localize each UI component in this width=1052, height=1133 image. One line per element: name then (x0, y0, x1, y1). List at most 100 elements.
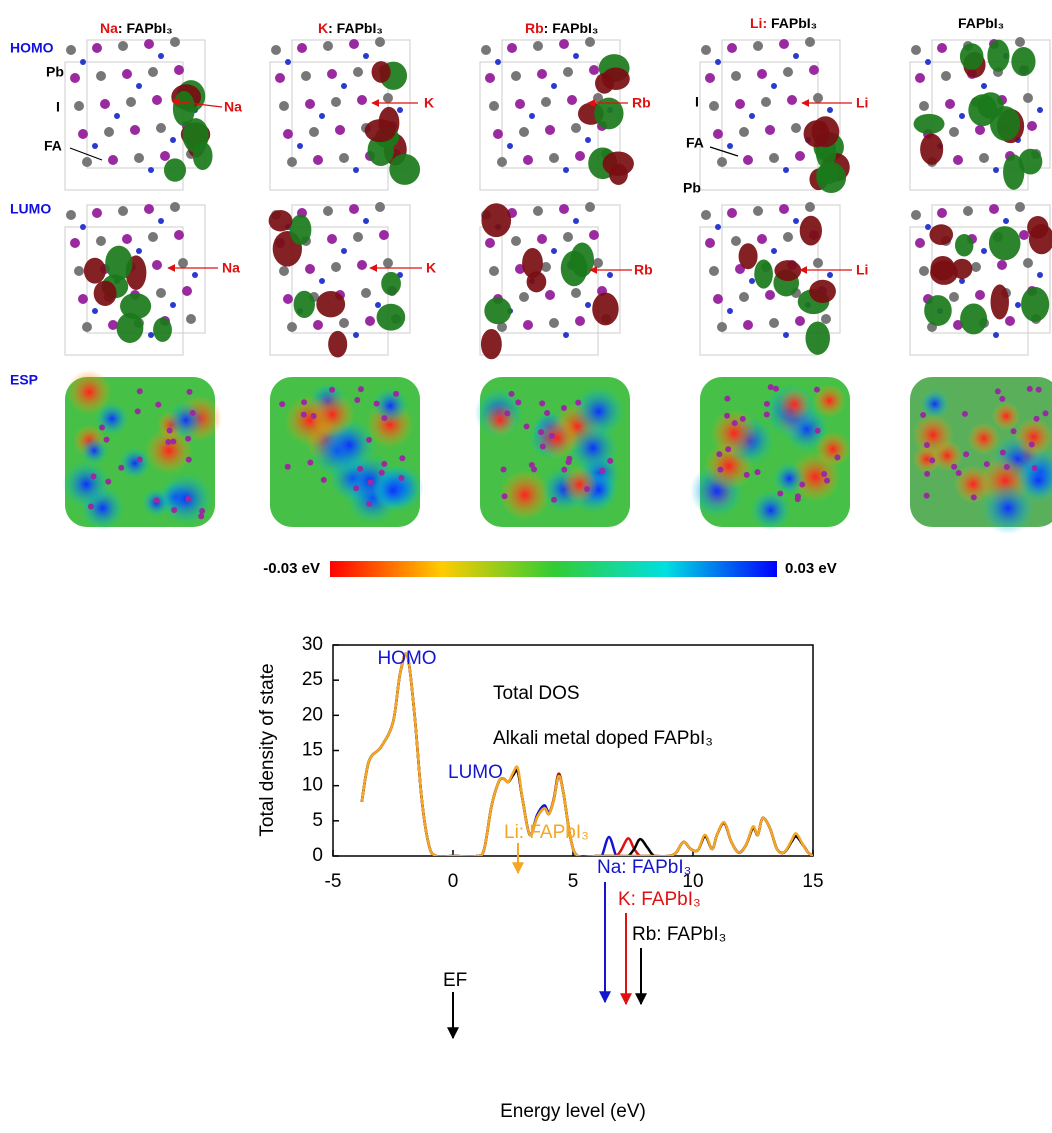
atom (923, 441, 930, 448)
atom (1010, 428, 1017, 435)
x-tick-label: -5 (325, 871, 342, 892)
atom (809, 65, 819, 75)
atom (74, 266, 84, 276)
atom (607, 457, 614, 464)
atom (1005, 316, 1015, 326)
x-tick-label: 10 (682, 871, 703, 892)
atom (507, 143, 513, 149)
annotation: Total DOS (493, 683, 580, 704)
atom (331, 97, 341, 107)
atom (753, 41, 763, 51)
atom (508, 390, 515, 397)
atom (152, 260, 162, 270)
atom (148, 67, 158, 77)
atom (144, 204, 154, 214)
atom (716, 451, 723, 458)
atom (754, 469, 761, 476)
atom (551, 248, 557, 254)
orbital (1011, 46, 1036, 77)
atom (583, 486, 590, 493)
atom (731, 71, 741, 81)
atom (993, 167, 999, 173)
column-title: FAPbI₃ (958, 15, 1004, 31)
orbital (1028, 224, 1052, 255)
atom (919, 266, 929, 276)
esp-blob (812, 384, 846, 418)
atom (495, 59, 501, 65)
atom (1037, 272, 1043, 278)
atom (970, 494, 977, 501)
atom (92, 208, 102, 218)
dopant: Rb (525, 20, 544, 36)
atom (571, 288, 581, 298)
atom (152, 95, 162, 105)
atom (561, 466, 568, 473)
atom (87, 503, 94, 510)
atom (971, 262, 981, 272)
atom (725, 446, 732, 453)
cell (474, 377, 630, 527)
atom (763, 411, 770, 418)
atom (533, 41, 543, 51)
orbital (738, 243, 758, 270)
atom (158, 53, 164, 59)
dopant-label: Na (224, 99, 242, 115)
cell (268, 202, 411, 358)
atom (92, 143, 98, 149)
atom (353, 232, 363, 242)
dopant-label: K (426, 260, 436, 276)
atom (1015, 202, 1025, 212)
esp-blob (371, 387, 409, 425)
atom (301, 71, 311, 81)
atom (507, 43, 517, 53)
dopant: K (318, 20, 328, 36)
atom (565, 459, 572, 466)
atom (70, 73, 80, 83)
atom (1033, 415, 1040, 422)
atom (959, 113, 965, 119)
atom (319, 113, 325, 119)
cell (269, 37, 421, 191)
atom (749, 113, 755, 119)
atom (769, 318, 779, 328)
orbital (293, 290, 315, 319)
atom (66, 45, 76, 55)
esp-blob (536, 417, 579, 460)
atom (575, 316, 585, 326)
atom (1035, 386, 1042, 393)
atom (585, 302, 591, 308)
atom (366, 436, 373, 443)
orbital (987, 39, 1010, 72)
atom (353, 485, 360, 492)
atom (705, 238, 715, 248)
atom (199, 508, 206, 515)
dopant: Na (100, 20, 118, 36)
orbital (594, 97, 624, 130)
atom (136, 83, 142, 89)
orbital (1021, 286, 1050, 322)
atom (593, 93, 603, 103)
atom (489, 266, 499, 276)
atom (523, 155, 533, 165)
esp-blob (567, 422, 619, 474)
atom (531, 466, 538, 473)
atom (80, 59, 86, 65)
atom (731, 420, 738, 427)
orbital (83, 257, 106, 284)
dopant-label: Rb (634, 262, 653, 278)
orbital (105, 245, 133, 281)
atom (134, 408, 141, 415)
atom (589, 65, 599, 75)
atom (114, 113, 120, 119)
atom (320, 476, 327, 483)
dopant-label: Na (222, 260, 240, 276)
atom (108, 155, 118, 165)
y-tick-label: 10 (302, 775, 323, 796)
atom (959, 278, 965, 284)
atom (297, 43, 307, 53)
atom (96, 236, 106, 246)
atom (501, 493, 508, 500)
cell (699, 202, 841, 356)
atom (1015, 37, 1025, 47)
atom (153, 497, 160, 504)
